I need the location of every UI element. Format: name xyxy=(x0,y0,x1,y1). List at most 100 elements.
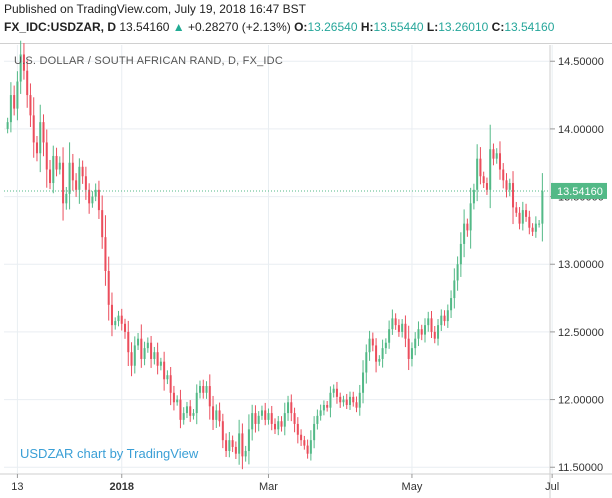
candle-body xyxy=(485,183,488,190)
candlestick-series xyxy=(4,40,550,470)
candle xyxy=(130,342,133,377)
candle xyxy=(300,429,303,446)
candle xyxy=(541,173,544,242)
candle xyxy=(485,177,488,195)
candle-body xyxy=(287,402,290,414)
candle-body xyxy=(306,445,309,454)
candle-body xyxy=(244,450,247,457)
candle xyxy=(362,360,365,404)
candle-body xyxy=(469,203,472,231)
candle xyxy=(110,292,113,337)
candle-body xyxy=(9,95,12,123)
candle-body xyxy=(228,440,231,451)
candle xyxy=(345,393,348,410)
time-axis[interactable]: 13 2018 Mar May Jul xyxy=(11,474,559,493)
candle-body xyxy=(78,166,81,190)
candle xyxy=(202,379,205,399)
candle xyxy=(450,290,453,318)
candle-body xyxy=(55,155,58,170)
candle xyxy=(16,71,19,121)
candle-body xyxy=(407,338,410,359)
candle xyxy=(290,394,293,422)
candle xyxy=(410,342,413,367)
candle xyxy=(55,147,58,177)
candle xyxy=(531,223,534,237)
candle-body xyxy=(238,433,241,454)
candle-body xyxy=(16,81,19,109)
candle xyxy=(192,409,195,420)
candle-body xyxy=(466,223,469,231)
candle-body xyxy=(352,396,355,403)
candle xyxy=(313,416,316,449)
candle xyxy=(71,153,74,191)
published-line: Published on TradingView.com, July 19, 2… xyxy=(4,2,306,16)
candle-body xyxy=(313,423,316,441)
candle xyxy=(348,391,352,410)
candle-body xyxy=(124,323,127,332)
candle-body xyxy=(512,183,515,208)
candle xyxy=(518,207,521,230)
candle xyxy=(319,404,322,421)
candle xyxy=(440,309,443,331)
candle xyxy=(453,268,456,309)
candle-body xyxy=(446,310,449,322)
candle xyxy=(414,332,417,356)
candle xyxy=(342,395,345,407)
chart-credit-link[interactable]: USDZAR chart by TradingView xyxy=(20,446,199,461)
candle-body xyxy=(198,386,202,393)
candle xyxy=(35,135,38,162)
candle xyxy=(251,404,254,441)
candle xyxy=(127,320,130,366)
candle xyxy=(198,380,202,399)
candle xyxy=(322,400,325,416)
candle-body xyxy=(94,189,97,197)
quote-line: FX_IDC:USDZAR, D 13.54160 ▲ +0.28270 (+2… xyxy=(4,20,554,34)
price-axis[interactable]: 14.5000014.0000013.5000013.0000012.50000… xyxy=(550,56,607,474)
candle-body xyxy=(247,429,250,451)
candle-body xyxy=(437,325,440,339)
candle xyxy=(476,144,479,202)
candle xyxy=(169,366,172,406)
candle xyxy=(195,384,198,425)
candle-body xyxy=(401,323,404,332)
candle-body xyxy=(518,212,521,224)
candle-body xyxy=(300,434,303,441)
candle-body xyxy=(91,196,94,204)
candle-body xyxy=(195,392,198,414)
candle-body xyxy=(159,361,162,366)
candle xyxy=(182,407,185,425)
candle xyxy=(26,60,29,108)
candle xyxy=(42,114,45,157)
candle-body xyxy=(52,155,55,184)
candle xyxy=(388,320,391,349)
candle-body xyxy=(414,338,417,349)
candle xyxy=(163,351,166,391)
candle xyxy=(19,40,22,94)
candle-body xyxy=(133,345,136,366)
candle-body xyxy=(22,54,25,71)
candle xyxy=(179,389,182,429)
candle-body xyxy=(6,122,9,129)
candle-body xyxy=(443,315,446,322)
candle xyxy=(466,218,469,237)
candle xyxy=(352,391,355,407)
candle-body xyxy=(117,315,120,322)
candle-body xyxy=(182,413,185,420)
up-arrow-icon: ▲ xyxy=(172,20,185,34)
candle xyxy=(534,216,537,238)
candle xyxy=(244,445,247,462)
candle xyxy=(384,338,387,354)
candle xyxy=(358,384,361,416)
candle xyxy=(150,335,153,368)
candle-body xyxy=(365,352,368,373)
candle-body xyxy=(212,406,215,420)
candle xyxy=(293,407,296,433)
candle-body xyxy=(273,423,277,430)
candle-body xyxy=(505,180,508,190)
candle-body xyxy=(463,223,466,244)
candle xyxy=(306,439,309,459)
candle-body xyxy=(140,338,143,359)
candle xyxy=(68,142,71,210)
candle-body xyxy=(185,406,188,414)
